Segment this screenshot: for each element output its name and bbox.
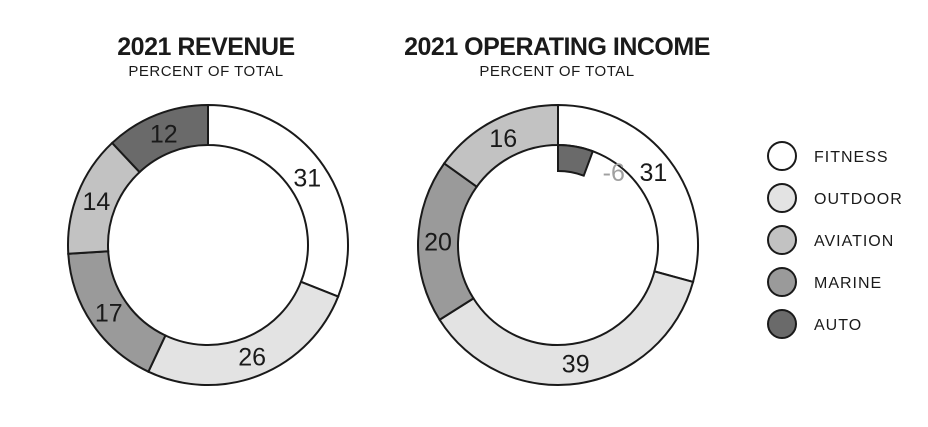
legend-swatch-fitness	[767, 141, 797, 171]
legend-item-aviation: AVIATION	[767, 225, 894, 255]
chart-2-subtitle: PERCENT OF TOTAL	[479, 63, 634, 80]
chart-1-slice-fitness	[207, 103, 349, 298]
legend-item-fitness: FITNESS	[767, 141, 889, 171]
chart-1-label-aviation: 14	[83, 188, 111, 216]
chart-1-slice-auto	[110, 103, 209, 174]
legend-swatch-marine	[767, 267, 797, 297]
chart-2-title: 2021 OPERATING INCOME	[404, 33, 710, 61]
chart-1-label-fitness: 31	[293, 165, 321, 193]
chart-2-slice-outdoor	[438, 270, 695, 386]
chart-2-label-auto: -6	[603, 159, 625, 187]
legend: FITNESS OUTDOOR AVIATION MARINE AUTO	[767, 141, 903, 339]
legend-item-outdoor: OUTDOOR	[767, 183, 903, 213]
chart-1-subtitle: PERCENT OF TOTAL	[128, 63, 283, 80]
chart-2-label-aviation: 16	[489, 125, 517, 153]
legend-item-auto: AUTO	[767, 309, 862, 339]
chart-2-label-fitness: 31	[639, 159, 667, 187]
chart-1-label-outdoor: 26	[238, 344, 266, 372]
chart-2-slice-auto	[557, 143, 595, 177]
chart-2-slice-fitness	[557, 103, 699, 284]
legend-label-auto: AUTO	[814, 317, 862, 334]
legend-swatch-auto	[767, 309, 797, 339]
operating-income-donut: 31 39 20 16 -6	[417, 103, 699, 386]
legend-swatch-outdoor	[767, 183, 797, 213]
revenue-donut: 31 26 17 14 12	[67, 103, 349, 386]
chart-2-slice-aviation	[442, 103, 559, 189]
legend-label-aviation: AVIATION	[814, 233, 894, 250]
chart-1-label-marine: 17	[95, 299, 123, 327]
legend-label-marine: MARINE	[814, 275, 882, 292]
legend-item-marine: MARINE	[767, 267, 882, 297]
legend-label-fitness: FITNESS	[814, 149, 889, 166]
chart-1-title: 2021 REVENUE	[117, 33, 294, 61]
chart-2-label-outdoor: 39	[562, 351, 590, 379]
legend-label-outdoor: OUTDOOR	[814, 191, 903, 208]
legend-swatch-aviation	[767, 225, 797, 255]
chart-2-label-marine: 20	[424, 228, 452, 256]
chart-1-label-auto: 12	[150, 120, 178, 148]
